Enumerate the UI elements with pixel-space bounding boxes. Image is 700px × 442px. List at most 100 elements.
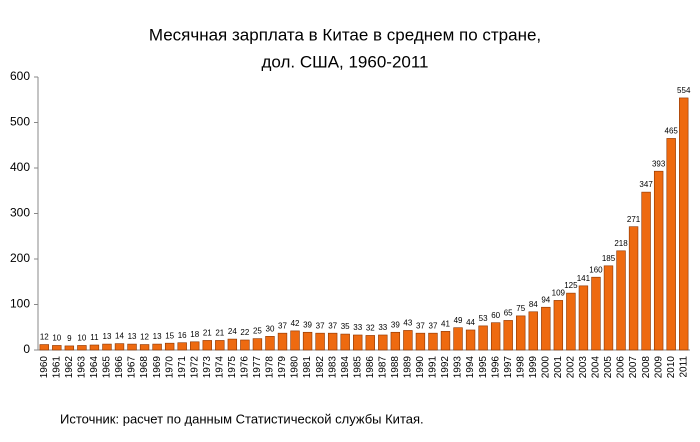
value-label: 18 [190,330,199,339]
x-tick-label: 1966 [114,356,125,379]
value-label: 185 [602,254,616,263]
value-label: 37 [429,321,438,330]
x-tick-label: 1976 [240,356,251,379]
x-tick-label: 1992 [440,356,451,379]
x-tick-label: 1984 [340,356,351,379]
value-label: 465 [665,127,679,136]
x-tick-label: 1986 [365,356,376,379]
value-label: 53 [479,314,488,323]
y-tick-label: 300 [10,206,30,220]
x-tick-label: 1963 [77,356,88,379]
bar [666,138,676,351]
bar [428,332,438,351]
bar [465,329,476,351]
bar [164,342,175,351]
value-label: 21 [215,329,224,338]
value-label: 141 [577,274,591,283]
value-label: 41 [441,319,450,328]
value-label: 160 [589,265,603,274]
value-label: 37 [328,321,337,330]
x-tick-label: 2003 [578,356,589,379]
bar [628,226,639,351]
bar [528,311,538,351]
value-label: 347 [639,180,653,189]
bar [641,191,651,351]
value-label: 65 [504,309,513,318]
bar [202,340,212,351]
bar [277,332,288,351]
bar [227,338,238,351]
x-tick-label: 2010 [666,356,677,379]
y-tick-label: 500 [10,115,30,129]
bar [566,292,576,351]
value-label: 9 [67,334,72,343]
x-tick-label: 2011 [678,356,689,378]
x-tick-label: 1967 [127,356,138,379]
bar [541,306,551,351]
x-tick-label: 1965 [102,356,113,379]
x-tick-label: 2008 [641,356,652,379]
value-label: 12 [140,333,149,342]
value-label: 94 [541,295,550,304]
bar [440,331,451,351]
value-label: 75 [516,304,525,313]
x-tick-label: 1960 [39,356,50,379]
x-tick-label: 1970 [164,356,175,379]
x-tick-label: 2004 [591,356,602,379]
value-label: 60 [491,311,500,320]
value-label: 21 [203,329,212,338]
bar [365,335,375,351]
x-tick-label: 1972 [189,356,200,379]
x-tick-label: 1995 [478,356,489,379]
bar [139,344,150,351]
value-label: 10 [77,334,86,343]
bar [478,325,488,351]
value-label: 24 [228,327,237,336]
value-label: 25 [253,327,262,336]
bar [265,336,275,351]
value-label: 84 [529,300,538,309]
y-tick-label: 0 [23,342,30,356]
y-tick-label: 200 [10,251,30,265]
x-tick-label: 1993 [453,356,464,379]
bar [114,343,125,351]
bar [77,345,87,351]
x-tick-label: 2002 [566,356,577,379]
value-label: 393 [652,159,666,168]
x-tick-label: 1982 [315,356,326,379]
bar [415,332,426,351]
chart-title: дол. США, 1960-2011 [261,52,428,71]
bar [190,341,200,351]
value-label: 44 [466,318,475,327]
bar [39,344,49,351]
value-label: 13 [128,332,137,341]
chart-title: Месячная зарплата в Китае в среднем по с… [149,25,541,44]
value-label: 39 [391,320,400,329]
bar [553,300,564,351]
value-label: 35 [341,322,350,331]
x-tick-label: 1988 [390,356,401,379]
value-label: 42 [291,319,300,328]
x-tick-label: 1978 [265,356,276,379]
value-label: 30 [266,324,275,333]
x-tick-label: 1968 [139,356,150,379]
bar [127,343,137,351]
bar [503,320,513,351]
bar [102,343,112,351]
value-label: 13 [103,332,112,341]
value-label: 37 [278,321,287,330]
bar [252,338,263,351]
bar [152,343,162,351]
bar [64,345,75,351]
x-tick-label: 1971 [177,356,188,379]
value-label: 33 [353,323,362,332]
x-tick-label: 1969 [152,356,163,379]
bar [52,345,62,351]
value-label: 22 [240,328,249,337]
x-tick-label: 1975 [227,356,238,379]
bar [453,327,463,351]
x-tick-label: 1979 [277,356,288,379]
bar [603,265,614,351]
x-tick-label: 1973 [202,356,213,379]
bar [290,330,300,351]
